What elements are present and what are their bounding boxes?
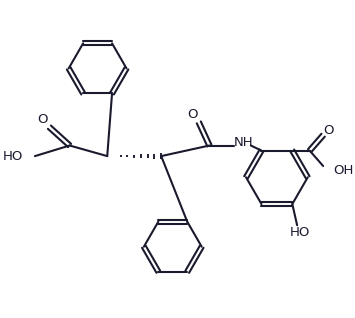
Text: NH: NH [233, 136, 253, 149]
Text: O: O [324, 124, 334, 137]
Text: O: O [37, 113, 48, 126]
Text: OH: OH [333, 164, 353, 177]
Text: HO: HO [290, 226, 310, 239]
Text: HO: HO [3, 149, 23, 162]
Text: O: O [187, 108, 197, 121]
